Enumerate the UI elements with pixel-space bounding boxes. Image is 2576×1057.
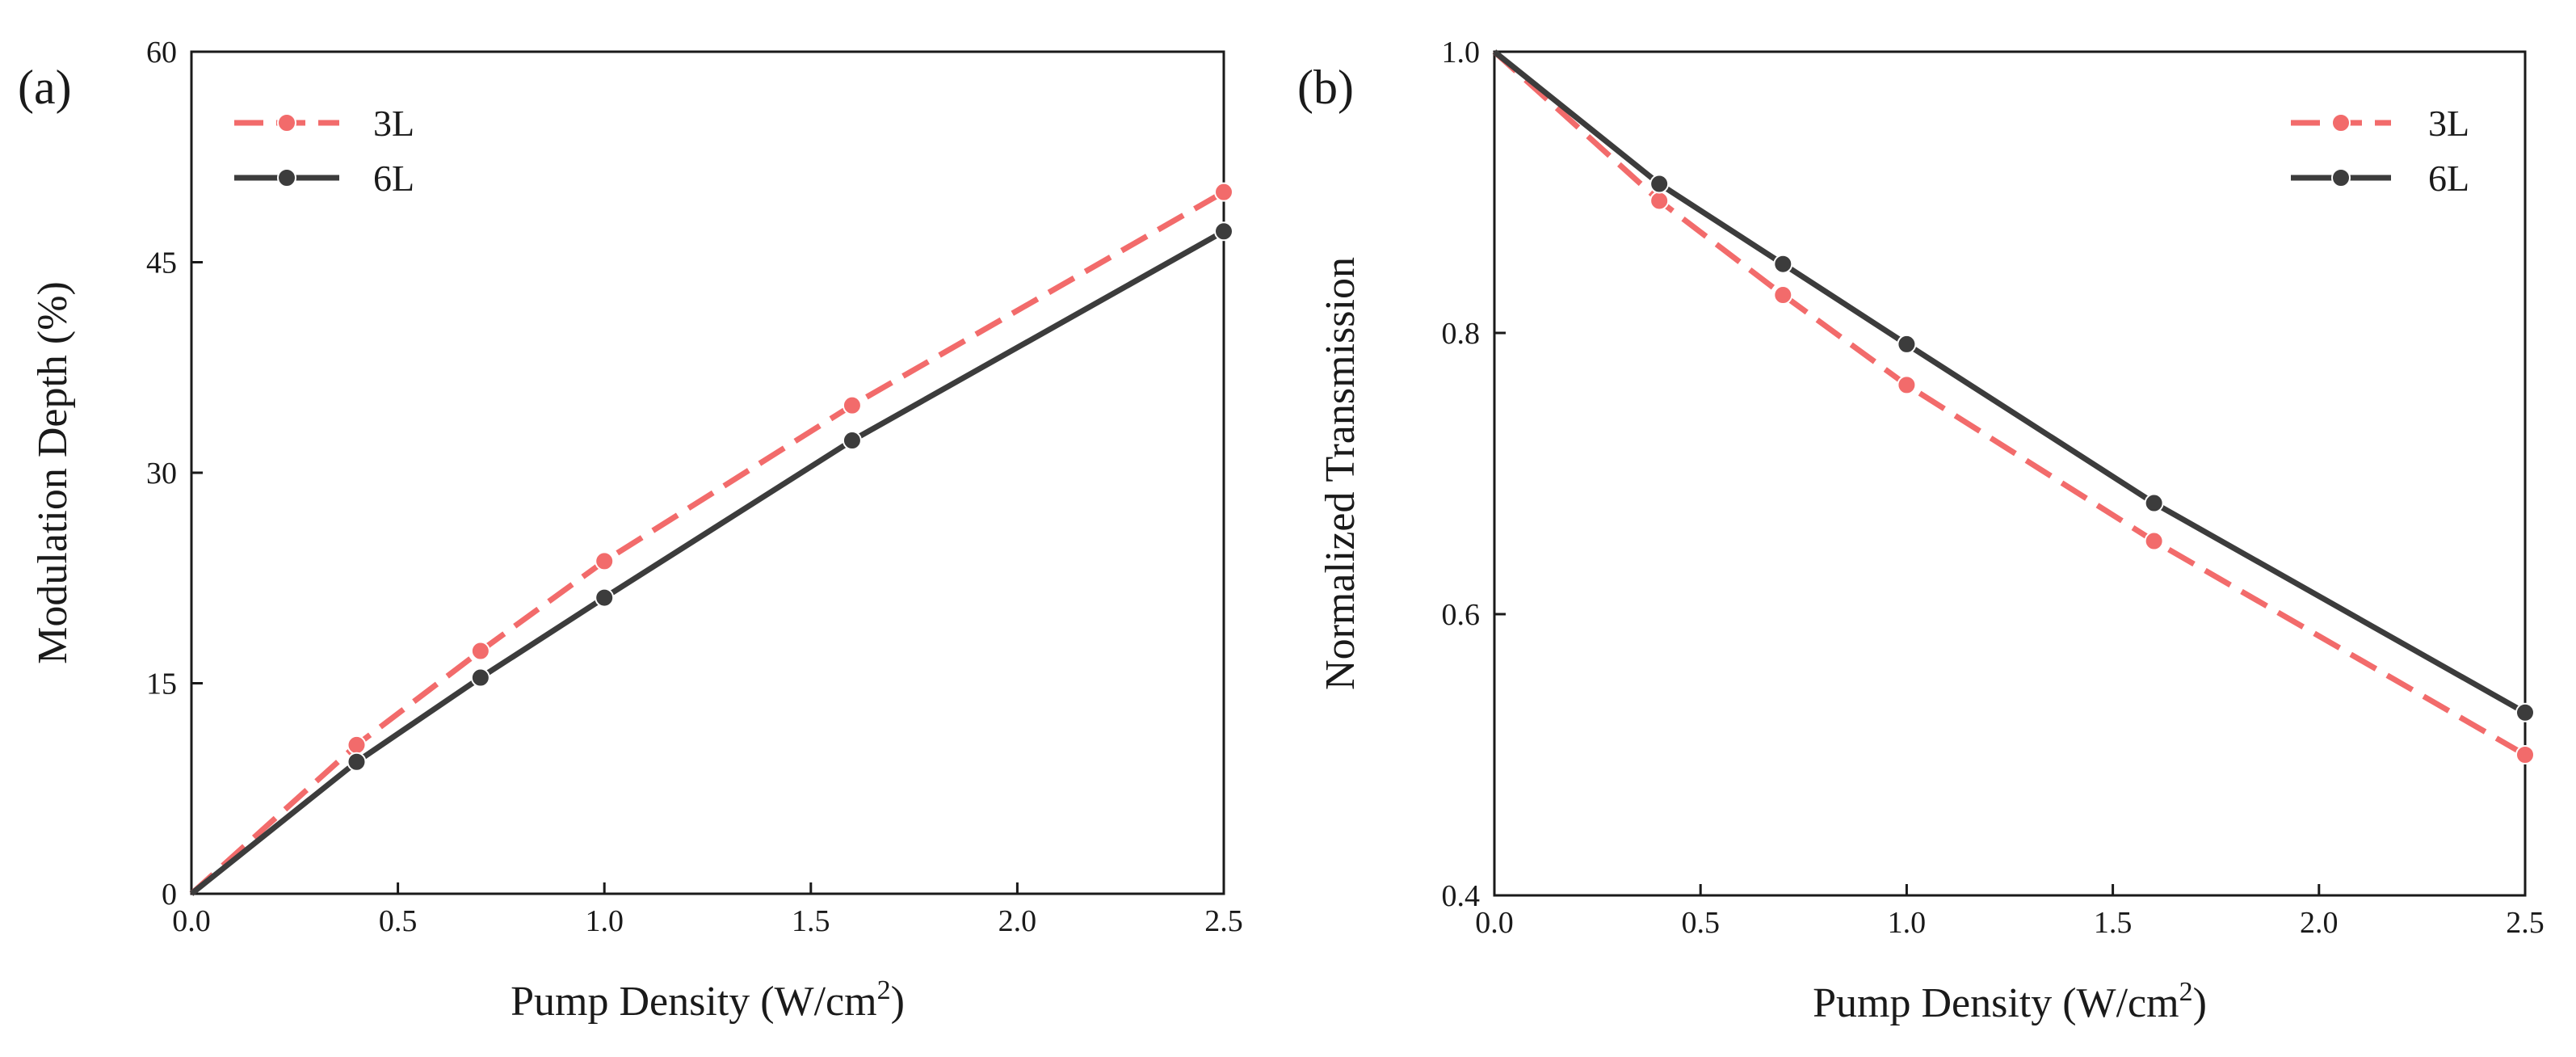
- data-point-6L: [1649, 174, 1670, 194]
- y-axis-title: Modulation Depth (%): [30, 281, 76, 664]
- data-point-6L: [1773, 254, 1793, 274]
- series-line-3L: [189, 189, 1225, 896]
- chart-panel-a: 0.0 0.5 1.0 1.5 2.0 2.5 0 15 30 45 60 Pump Density …: [18, 36, 1243, 1025]
- legend-label-3L: 3L: [373, 103, 414, 144]
- y-tick-label: 0.4: [1442, 879, 1481, 913]
- data-point-6L: [2144, 493, 2164, 513]
- series-line-3L: [1492, 49, 2527, 758]
- data-point-6L: [1214, 221, 1233, 242]
- data-point-3L: [595, 551, 615, 571]
- x-tick-label: 0.5: [379, 904, 418, 938]
- legend-marker-6L: [2331, 168, 2351, 187]
- series-6L: [1492, 49, 2535, 722]
- data-point-3L: [347, 735, 367, 755]
- panel-label: (a): [18, 61, 72, 114]
- data-point-3L: [2515, 745, 2535, 764]
- x-tick-label: 2.5: [2506, 906, 2544, 940]
- x-axis-title: Pump Density (W/cm2): [511, 975, 905, 1025]
- data-point-3L: [470, 641, 490, 661]
- y-tick-label: 15: [146, 667, 177, 701]
- chart-panel-b: 0.0 0.5 1.0 1.5 2.0 2.5 0.4 0.6 0.8 1.0 Pump Densi…: [1297, 36, 2544, 1026]
- x-tick-label: 1.0: [1888, 906, 1927, 940]
- x-tick-label: 0.0: [172, 904, 211, 938]
- legend-label-6L: 6L: [2428, 158, 2469, 199]
- x-axis-title-end: ): [2193, 980, 2207, 1026]
- x-axis-title-end: ): [891, 979, 905, 1025]
- x-tick-label: 2.0: [998, 904, 1037, 938]
- data-point-6L: [2515, 702, 2535, 722]
- x-axis-title-superscript: 2: [877, 975, 891, 1005]
- x-axis-title-main: Pump Density (W/cm: [1813, 980, 2179, 1026]
- data-point-3L: [1773, 285, 1793, 305]
- y-tick-label: 45: [146, 246, 177, 280]
- data-point-3L: [842, 395, 862, 415]
- x-tick-label: 2.0: [2300, 906, 2339, 940]
- x-tick-label: 0.5: [1681, 906, 1720, 940]
- data-point-3L: [1214, 182, 1233, 202]
- series-line-6L: [189, 229, 1225, 896]
- x-tick-label: 1.5: [792, 904, 830, 938]
- data-point-3L: [1649, 191, 1670, 211]
- x-tick-label: 0.0: [1475, 906, 1514, 940]
- legend-marker-6L: [277, 168, 296, 187]
- y-tick-label: 30: [146, 457, 177, 491]
- y-tick-label: 1.0: [1442, 36, 1481, 69]
- y-tick-label: 0.8: [1442, 317, 1481, 351]
- series-6L: [189, 221, 1233, 896]
- data-point-3L: [1897, 375, 1917, 395]
- series-line-6L: [1492, 49, 2527, 715]
- y-tick-label: 0: [162, 878, 177, 912]
- x-tick-label: 1.5: [2094, 906, 2133, 940]
- data-point-6L: [470, 667, 490, 688]
- series-3L: [1492, 49, 2535, 764]
- data-point-6L: [1897, 334, 1917, 354]
- legend-marker-3L: [2331, 113, 2351, 133]
- x-tick-label: 1.0: [585, 904, 624, 938]
- y-axis-title: Normalized Transmission: [1317, 257, 1364, 690]
- y-tick-label: 0.6: [1442, 598, 1481, 632]
- data-point-6L: [347, 752, 367, 772]
- data-point-6L: [842, 431, 862, 451]
- x-axis-title-main: Pump Density (W/cm: [511, 979, 877, 1025]
- data-point-3L: [2144, 531, 2164, 551]
- x-axis-title: Pump Density (W/cm2): [1813, 977, 2207, 1026]
- legend-label-6L: 6L: [373, 158, 414, 199]
- series-3L: [189, 182, 1233, 896]
- legend-label-3L: 3L: [2428, 103, 2469, 144]
- y-tick-label: 60: [146, 36, 177, 69]
- plot-frame: [1493, 50, 2527, 897]
- panel-label: (b): [1297, 61, 1354, 114]
- data-point-6L: [595, 587, 615, 608]
- x-tick-label: 2.5: [1204, 904, 1243, 938]
- legend-marker-3L: [277, 113, 296, 133]
- x-axis-title-superscript: 2: [2179, 977, 2193, 1007]
